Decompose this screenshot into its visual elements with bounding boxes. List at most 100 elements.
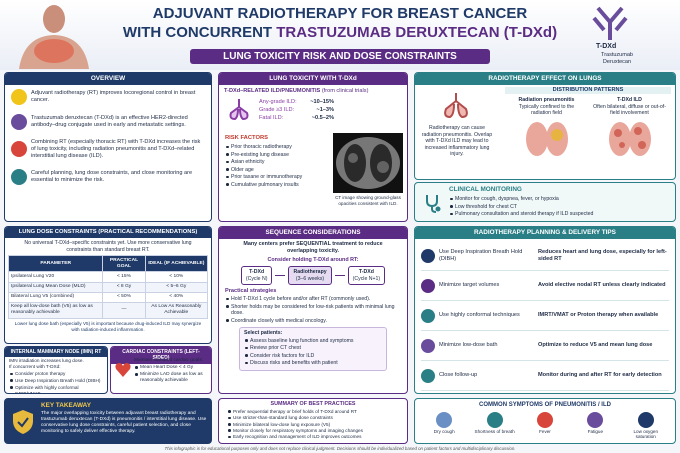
- icon: [421, 368, 435, 383]
- panel-title: RADIOTHERAPY EFFECT ON LUNGS: [415, 73, 675, 85]
- checklist-box: Select patients: Assess baseline lung fu…: [239, 327, 387, 371]
- panel-title: SUMMARY OF BEST PRACTICES: [270, 401, 356, 407]
- drug-label: T-DXd: [596, 43, 617, 50]
- icon: [637, 411, 654, 428]
- table-row: Ipsilateral Lung V20 < 15% < 10%: [7, 271, 209, 283]
- rate-value: ~0.5–2%: [311, 115, 334, 122]
- rt-effect-panel: RADIOTHERAPY EFFECT ON LUNGS Radiotherap…: [414, 72, 676, 180]
- list-item: Minimize LAD dose as low as reasonably a…: [134, 372, 211, 384]
- imn-lead: If concurrent with T-DXd:: [9, 364, 61, 370]
- symptom-label: Low oxygen saturation: [633, 428, 659, 440]
- tip-row: Close follow-up Monitor during and after …: [421, 361, 669, 391]
- tip-row: Minimize low-dose bath Optimize to reduce…: [421, 331, 669, 361]
- pattern-lungs: [525, 121, 568, 156]
- icon: [587, 411, 604, 428]
- rate-label: Fatal ILD:: [259, 115, 284, 122]
- table-cell: < 8 Gy: [102, 281, 146, 293]
- flow-title: Consider holding T-DXd around RT:: [267, 256, 359, 263]
- flow-step: T-DXd (Cycle N+1): [347, 266, 386, 286]
- pattern-desc: Often bilateral, diffuse or out-of-field…: [593, 103, 666, 117]
- tip-row: Minimize target volumes Avoid elective no…: [421, 271, 669, 301]
- symptom-label: Dry cough: [433, 428, 455, 434]
- tip-benefit: Monitor during and after RT for early de…: [538, 372, 662, 378]
- rate-value: ~10–15%: [310, 98, 334, 105]
- flow-step: T-DXd (Cycle N): [240, 266, 273, 286]
- list-item: Monitor closely for respiratory symptoms…: [227, 428, 399, 433]
- dose-panel: LUNG DOSE CONSTRAINTS (PRACTICAL RECOMME…: [4, 226, 212, 344]
- ct-image: [333, 133, 403, 193]
- list-item: Asian ethnicity: [225, 159, 320, 166]
- tip: Minimize low-dose bath: [439, 342, 498, 348]
- table-cell: < 40%: [144, 291, 209, 303]
- table-row: Ipsilateral Lung Mean Dose (MLD) < 8 Gy < …: [7, 281, 209, 293]
- symptom: Low oxygen saturation: [624, 411, 668, 440]
- column-header: PRACTICAL GOAL: [102, 255, 146, 273]
- pattern-desc: Typically confined to the radiation fiel…: [518, 103, 575, 117]
- overview-text: Adjuvant radiotherapy (RT) improves loco…: [31, 90, 196, 103]
- ct-caption: CT image showing ground-glass opacities …: [335, 195, 401, 206]
- rate-label: Grade ≥3 ILD:: [259, 106, 295, 113]
- icon: [436, 411, 453, 428]
- list-item: Optimize with highly conformal IMRT/VMAT: [9, 385, 103, 393]
- planning-panel: RADIOTHERAPY PLANNING & DELIVERY TIPS Us…: [414, 226, 676, 394]
- pattern-name: T-DXd ILD: [617, 97, 642, 103]
- list-item: Use stricter-than-standard lung dose con…: [227, 415, 399, 420]
- table-row: Keep all low-dose bath (V5) as low as re…: [7, 301, 209, 320]
- overview-text: Trastuzumab deruxtecan (T-DXd) is an eff…: [31, 115, 188, 128]
- flow-label: T-DXd: [249, 269, 265, 276]
- tip-row: Use Deep Inspiration Breath Hold (DIBH) R…: [421, 241, 669, 271]
- symptom: Fever: [523, 411, 567, 440]
- list-item: Consider proton therapy: [9, 371, 103, 377]
- list-item: Prior thoracic radiotherapy: [225, 144, 320, 151]
- dose-table: PARAMETER PRACTICAL GOAL IDEAL (IF ACHIEVA…: [7, 255, 209, 320]
- subtitle-banner: LUNG TOXICITY RISK AND DOSE CONSTRAINTS: [190, 49, 490, 64]
- overview-item: Combining RT (especially thoracic RT) wi…: [11, 139, 205, 160]
- list-item: Older age: [225, 167, 320, 174]
- sequence-panel: SEQUENCE CONSIDERATIONS Many centers pre…: [218, 226, 408, 394]
- lung-icon: [444, 93, 468, 119]
- list-item: Hold T-DXd 1 cycle before and/or after R…: [225, 296, 401, 303]
- table-cell: Keep all low-dose bath (V5) as low as re…: [7, 301, 104, 320]
- panel-title: LUNG TOXICITY WITH T-DXd: [219, 73, 407, 85]
- summary-panel: SUMMARY OF BEST PRACTICES Prefer sequent…: [218, 398, 408, 444]
- takeaway-text: The major overlapping toxicity between a…: [41, 411, 207, 434]
- title-line-2: WITH CONCURRENT TRASTUZUMAB DERUXTECAN (…: [0, 24, 680, 43]
- table-cell: < 50%: [102, 291, 146, 303]
- title-line-1: ADJUVANT RADIOTHERAPY FOR BREAST CANCER: [152, 5, 528, 22]
- flow-label: T-DXd: [358, 269, 374, 276]
- tip-benefit: Optimize to reduce V5 and mean lung dose: [538, 342, 653, 348]
- table-cell: —: [102, 301, 146, 320]
- tip-benefit: Avoid elective nodal RT unless clearly i…: [538, 282, 666, 288]
- tip: Use highly conformal techniques: [439, 312, 520, 318]
- heart-icon: [115, 363, 131, 377]
- list-item: Use Deep Inspiration Breath Hold (DIBH): [9, 378, 103, 384]
- footer-note: This infographic is for educational purp…: [164, 446, 516, 451]
- lung-toxicity-panel: LUNG TOXICITY WITH T-DXd T-DXd–RELATED I…: [218, 72, 408, 222]
- overview-text: Combining RT (especially thoracic RT) wi…: [31, 139, 201, 159]
- heading: T-DXd–RELATED ILD/PNEUMONITIS: [224, 88, 321, 94]
- symptom: Shortness of breath: [473, 411, 517, 440]
- symptom: Dry cough: [422, 411, 466, 440]
- table-cell: < 15%: [102, 271, 146, 283]
- title-prefix: WITH CONCURRENT: [122, 24, 273, 41]
- pattern-name: Radiation pneumonitis: [518, 97, 575, 103]
- overview-item: Adjuvant radiotherapy (RT) improves loco…: [11, 89, 205, 105]
- panel-title: CLINICAL MONITORING: [449, 186, 522, 193]
- column-header: PARAMETER: [7, 255, 104, 273]
- cardiac-intro: Maintain standard cardiac goals:: [134, 358, 204, 363]
- flow-sub: (3–6 weeks): [295, 275, 325, 282]
- table-cell: As Low As Reasonably Achievable: [144, 301, 209, 320]
- icon: [11, 89, 27, 105]
- tip-row: Use highly conformal techniques IMRT/VMAT…: [421, 301, 669, 331]
- icon: [421, 308, 435, 323]
- ild-heading: T-DXd–RELATED ILD/PNEUMONITIS (from clin…: [219, 85, 407, 98]
- flow-sub: (Cycle N+1): [352, 275, 381, 282]
- symptom-label: Shortness of breath: [474, 428, 515, 434]
- overview-text: Careful planning, lung dose constraints,…: [31, 169, 193, 183]
- symptom-label: Fever: [539, 428, 551, 434]
- list-item: Assess baseline lung function and sympto…: [244, 338, 382, 345]
- list-item: Prior taxane or immunotherapy: [225, 174, 320, 181]
- list-item: Pulmonary consultation and steroid thera…: [449, 211, 671, 218]
- rate-value: ~1–3%: [316, 106, 334, 113]
